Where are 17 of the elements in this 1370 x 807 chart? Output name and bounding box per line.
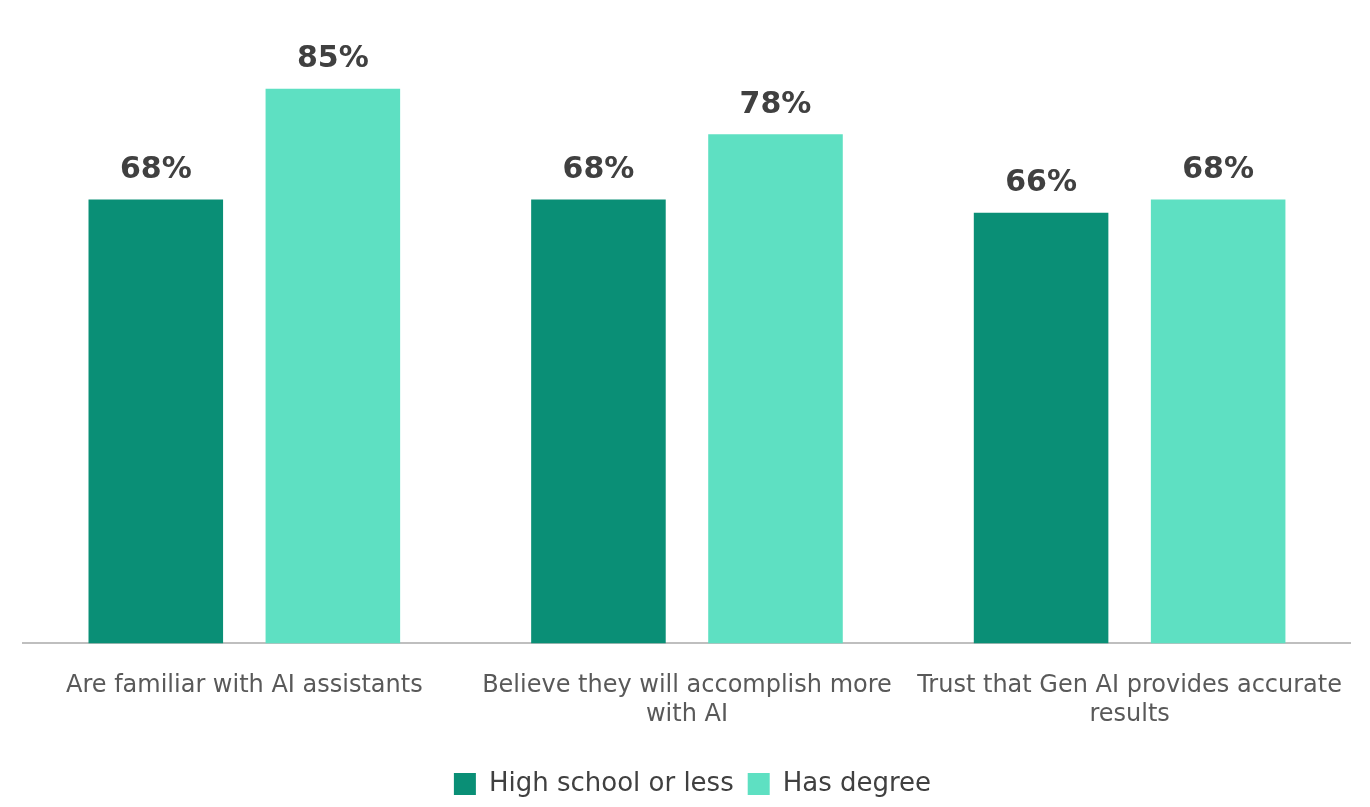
bar [1150,199,1286,644]
bar [973,212,1109,644]
data-label: 68% [1182,150,1255,186]
x-tick-label: Are familiar with AI assistants [65,670,423,699]
data-label: 66% [1005,163,1077,199]
data-label: 78% [739,85,812,121]
bar [708,134,843,644]
x-tick-label: Believe they will accomplish more with AI [482,670,892,727]
bar [265,88,401,644]
x-tick-label: Trust that Gen AI provides accurate results [916,670,1343,727]
legend-label: High school or less [488,766,734,797]
data-label: 85% [296,39,369,75]
data-label: 68% [562,150,635,186]
bar [531,199,666,644]
data-label: 68% [119,150,192,186]
bar [88,199,224,644]
legend-label: Has degree [782,766,932,797]
